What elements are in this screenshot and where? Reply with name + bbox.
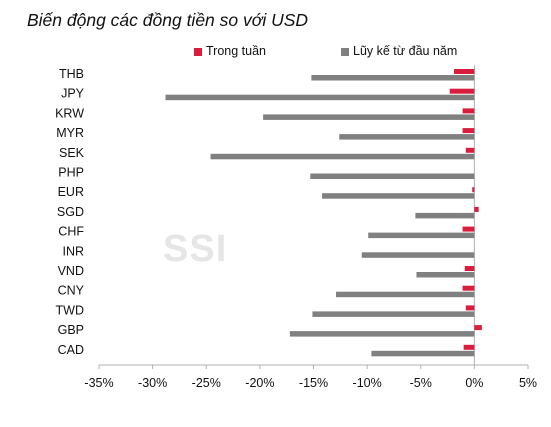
bar-weekly <box>462 285 475 291</box>
bar-weekly <box>465 147 475 153</box>
bar-ytd <box>361 252 475 258</box>
legend-swatch-ytd <box>341 47 349 56</box>
bar-ytd <box>416 272 475 278</box>
bar-ytd <box>210 153 475 160</box>
bar-ytd <box>310 173 475 179</box>
bar-weekly <box>472 187 475 193</box>
category-label: SEK <box>59 146 85 160</box>
bar-weekly <box>474 325 482 331</box>
legend-item-ytd: Lũy kế từ đầu năm <box>341 44 457 58</box>
chart-title: Biến động các đồng tiền so với USD <box>27 10 309 30</box>
category-label: JPY <box>61 87 85 101</box>
x-tick-label: -15% <box>299 376 328 390</box>
bar-weekly <box>462 226 475 232</box>
bar-ytd <box>368 232 475 239</box>
category-label: TWD <box>56 303 84 317</box>
bar-weekly <box>453 69 475 74</box>
bar-ytd <box>312 311 475 317</box>
category-label: GBP <box>58 323 84 337</box>
bar-weekly <box>462 108 475 114</box>
bar-ytd <box>415 212 475 219</box>
category-label: MYR <box>56 126 84 140</box>
x-tick-label: 5% <box>519 376 537 390</box>
legend-swatch-weekly <box>194 47 202 56</box>
x-tick-label: -10% <box>353 376 382 390</box>
bar-ytd <box>289 331 475 337</box>
bar-ytd <box>165 94 475 101</box>
category-label: EUR <box>58 185 84 199</box>
category-label: INR <box>62 244 84 258</box>
bar-weekly <box>462 128 475 134</box>
category-label: SGD <box>57 205 84 219</box>
bar-ytd <box>263 114 475 120</box>
bar-ytd <box>371 350 475 357</box>
category-label: THB <box>59 67 84 81</box>
bar-ytd <box>339 134 475 140</box>
x-tick-label: -20% <box>245 376 274 390</box>
legend-label-ytd: Lũy kế từ đầu năm <box>353 44 458 58</box>
category-label: PHP <box>58 166 84 180</box>
category-label: CHF <box>58 225 84 239</box>
bar-weekly <box>464 266 475 271</box>
bar-ytd <box>311 75 475 81</box>
x-tick-label: -25% <box>192 376 221 390</box>
category-label: VND <box>58 264 84 278</box>
x-tick-label: -30% <box>138 376 167 390</box>
x-tick-label: 0% <box>465 376 483 390</box>
legend-item-weekly: Trong tuần <box>194 44 266 58</box>
legend-label-weekly: Trong tuần <box>206 44 266 58</box>
x-tick-label: -35% <box>84 376 113 390</box>
bar-weekly <box>463 344 475 350</box>
category-label: CNY <box>58 284 85 298</box>
bar-weekly <box>474 206 479 212</box>
bar-weekly <box>449 88 475 94</box>
category-label: KRW <box>55 106 84 120</box>
ssi-watermark: SSI <box>163 228 228 270</box>
bar-ytd <box>322 193 475 199</box>
bar-weekly <box>465 305 475 311</box>
x-tick-label: -5% <box>410 376 432 390</box>
bar-ytd <box>336 291 475 298</box>
category-label: CAD <box>58 343 84 357</box>
